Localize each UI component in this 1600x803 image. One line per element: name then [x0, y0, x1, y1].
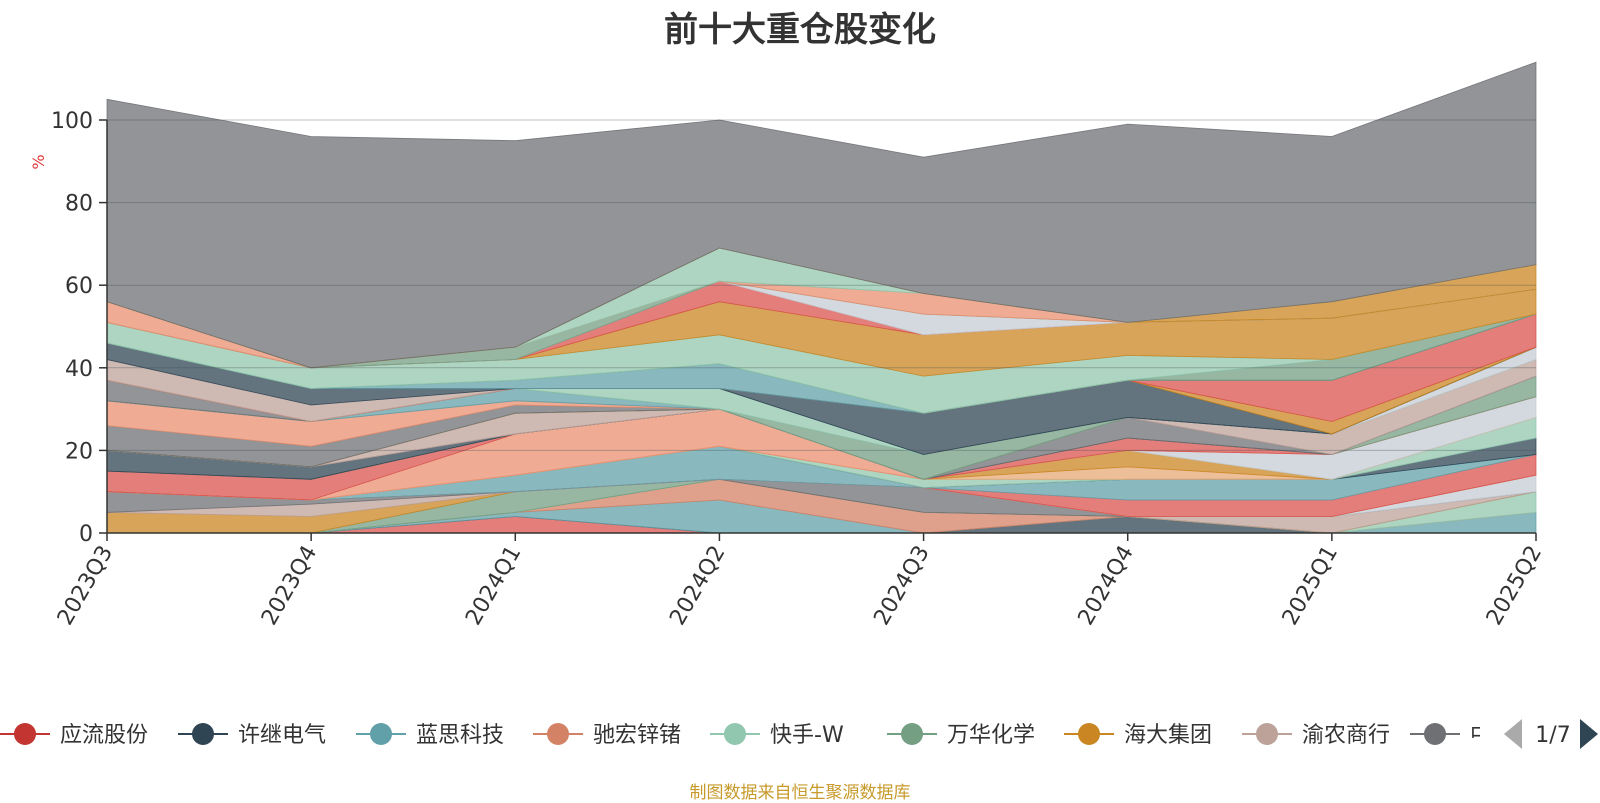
legend-next-icon[interactable]	[1580, 719, 1598, 749]
area-series-51[interactable]	[106, 61, 1537, 369]
legend-label: 海大集团	[1124, 723, 1212, 748]
y-tick-label: 60	[65, 274, 93, 299]
y-tick-label: 20	[65, 439, 93, 464]
legend-marker	[1256, 723, 1278, 745]
x-tick-label: 2024Q4	[1074, 542, 1139, 630]
x-tick-label: 2024Q3	[869, 542, 934, 630]
legend-label: 应流股份	[60, 723, 148, 748]
x-tick-label: 2025Q1	[1278, 542, 1343, 630]
legend-item[interactable]: 应流股份	[0, 723, 148, 748]
legend-label: 驰宏锌锗	[593, 723, 681, 748]
legend-label: 许继电气	[238, 723, 326, 748]
x-tick-label: 2024Q2	[665, 542, 730, 630]
legend-marker	[901, 723, 923, 745]
legend-label: 渝农商行	[1302, 723, 1390, 748]
area-series-group	[106, 61, 1537, 534]
y-axis-label: %	[29, 154, 48, 169]
legend[interactable]: 应流股份 许继电气 蓝思科技 驰宏锌锗 快手-W 万华化学 海大集团 渝农商行中 1/7	[0, 712, 1598, 756]
y-tick-label: 0	[79, 522, 93, 547]
legend-marker	[547, 723, 569, 745]
legend-marker	[14, 723, 36, 745]
legend-marker	[724, 723, 746, 745]
gridlines	[107, 119, 1536, 451]
y-tick-label: 100	[51, 109, 93, 134]
legend-item[interactable]: 海大集团	[1064, 723, 1212, 748]
legend-marker	[192, 723, 214, 745]
y-tick-label: 40	[65, 357, 93, 382]
legend-label: 万华化学	[947, 723, 1035, 748]
legend-item[interactable]: 快手-W	[710, 723, 844, 748]
legend-marker	[370, 723, 392, 745]
legend-item[interactable]: 万华化学	[887, 723, 1035, 748]
x-tick-label: 2024Q1	[461, 542, 526, 630]
y-tick-label: 80	[65, 192, 93, 217]
legend-page-indicator: 1/7	[1535, 723, 1570, 748]
legend-item[interactable]: 中	[1410, 723, 1492, 748]
legend-item[interactable]: 驰宏锌锗	[533, 723, 681, 748]
legend-item[interactable]: 蓝思科技	[356, 723, 504, 748]
legend-label: 快手-W	[770, 723, 844, 748]
legend-label: 蓝思科技	[416, 723, 504, 748]
legend-item[interactable]: 许继电气	[178, 723, 326, 748]
x-tick-label: 2023Q4	[257, 542, 322, 630]
source-note: 制图数据来自恒生聚源数据库	[689, 783, 911, 803]
chart-title: 前十大重仓股变化	[664, 10, 936, 50]
legend-item[interactable]: 渝农商行	[1242, 723, 1390, 748]
x-tick-label: 2025Q2	[1482, 542, 1547, 630]
x-tick-label: 2023Q3	[53, 542, 118, 630]
legend-overflow-mask	[1480, 712, 1500, 756]
legend-marker	[1424, 723, 1446, 745]
legend-prev-icon[interactable]	[1504, 719, 1522, 749]
legend-marker	[1078, 723, 1100, 745]
